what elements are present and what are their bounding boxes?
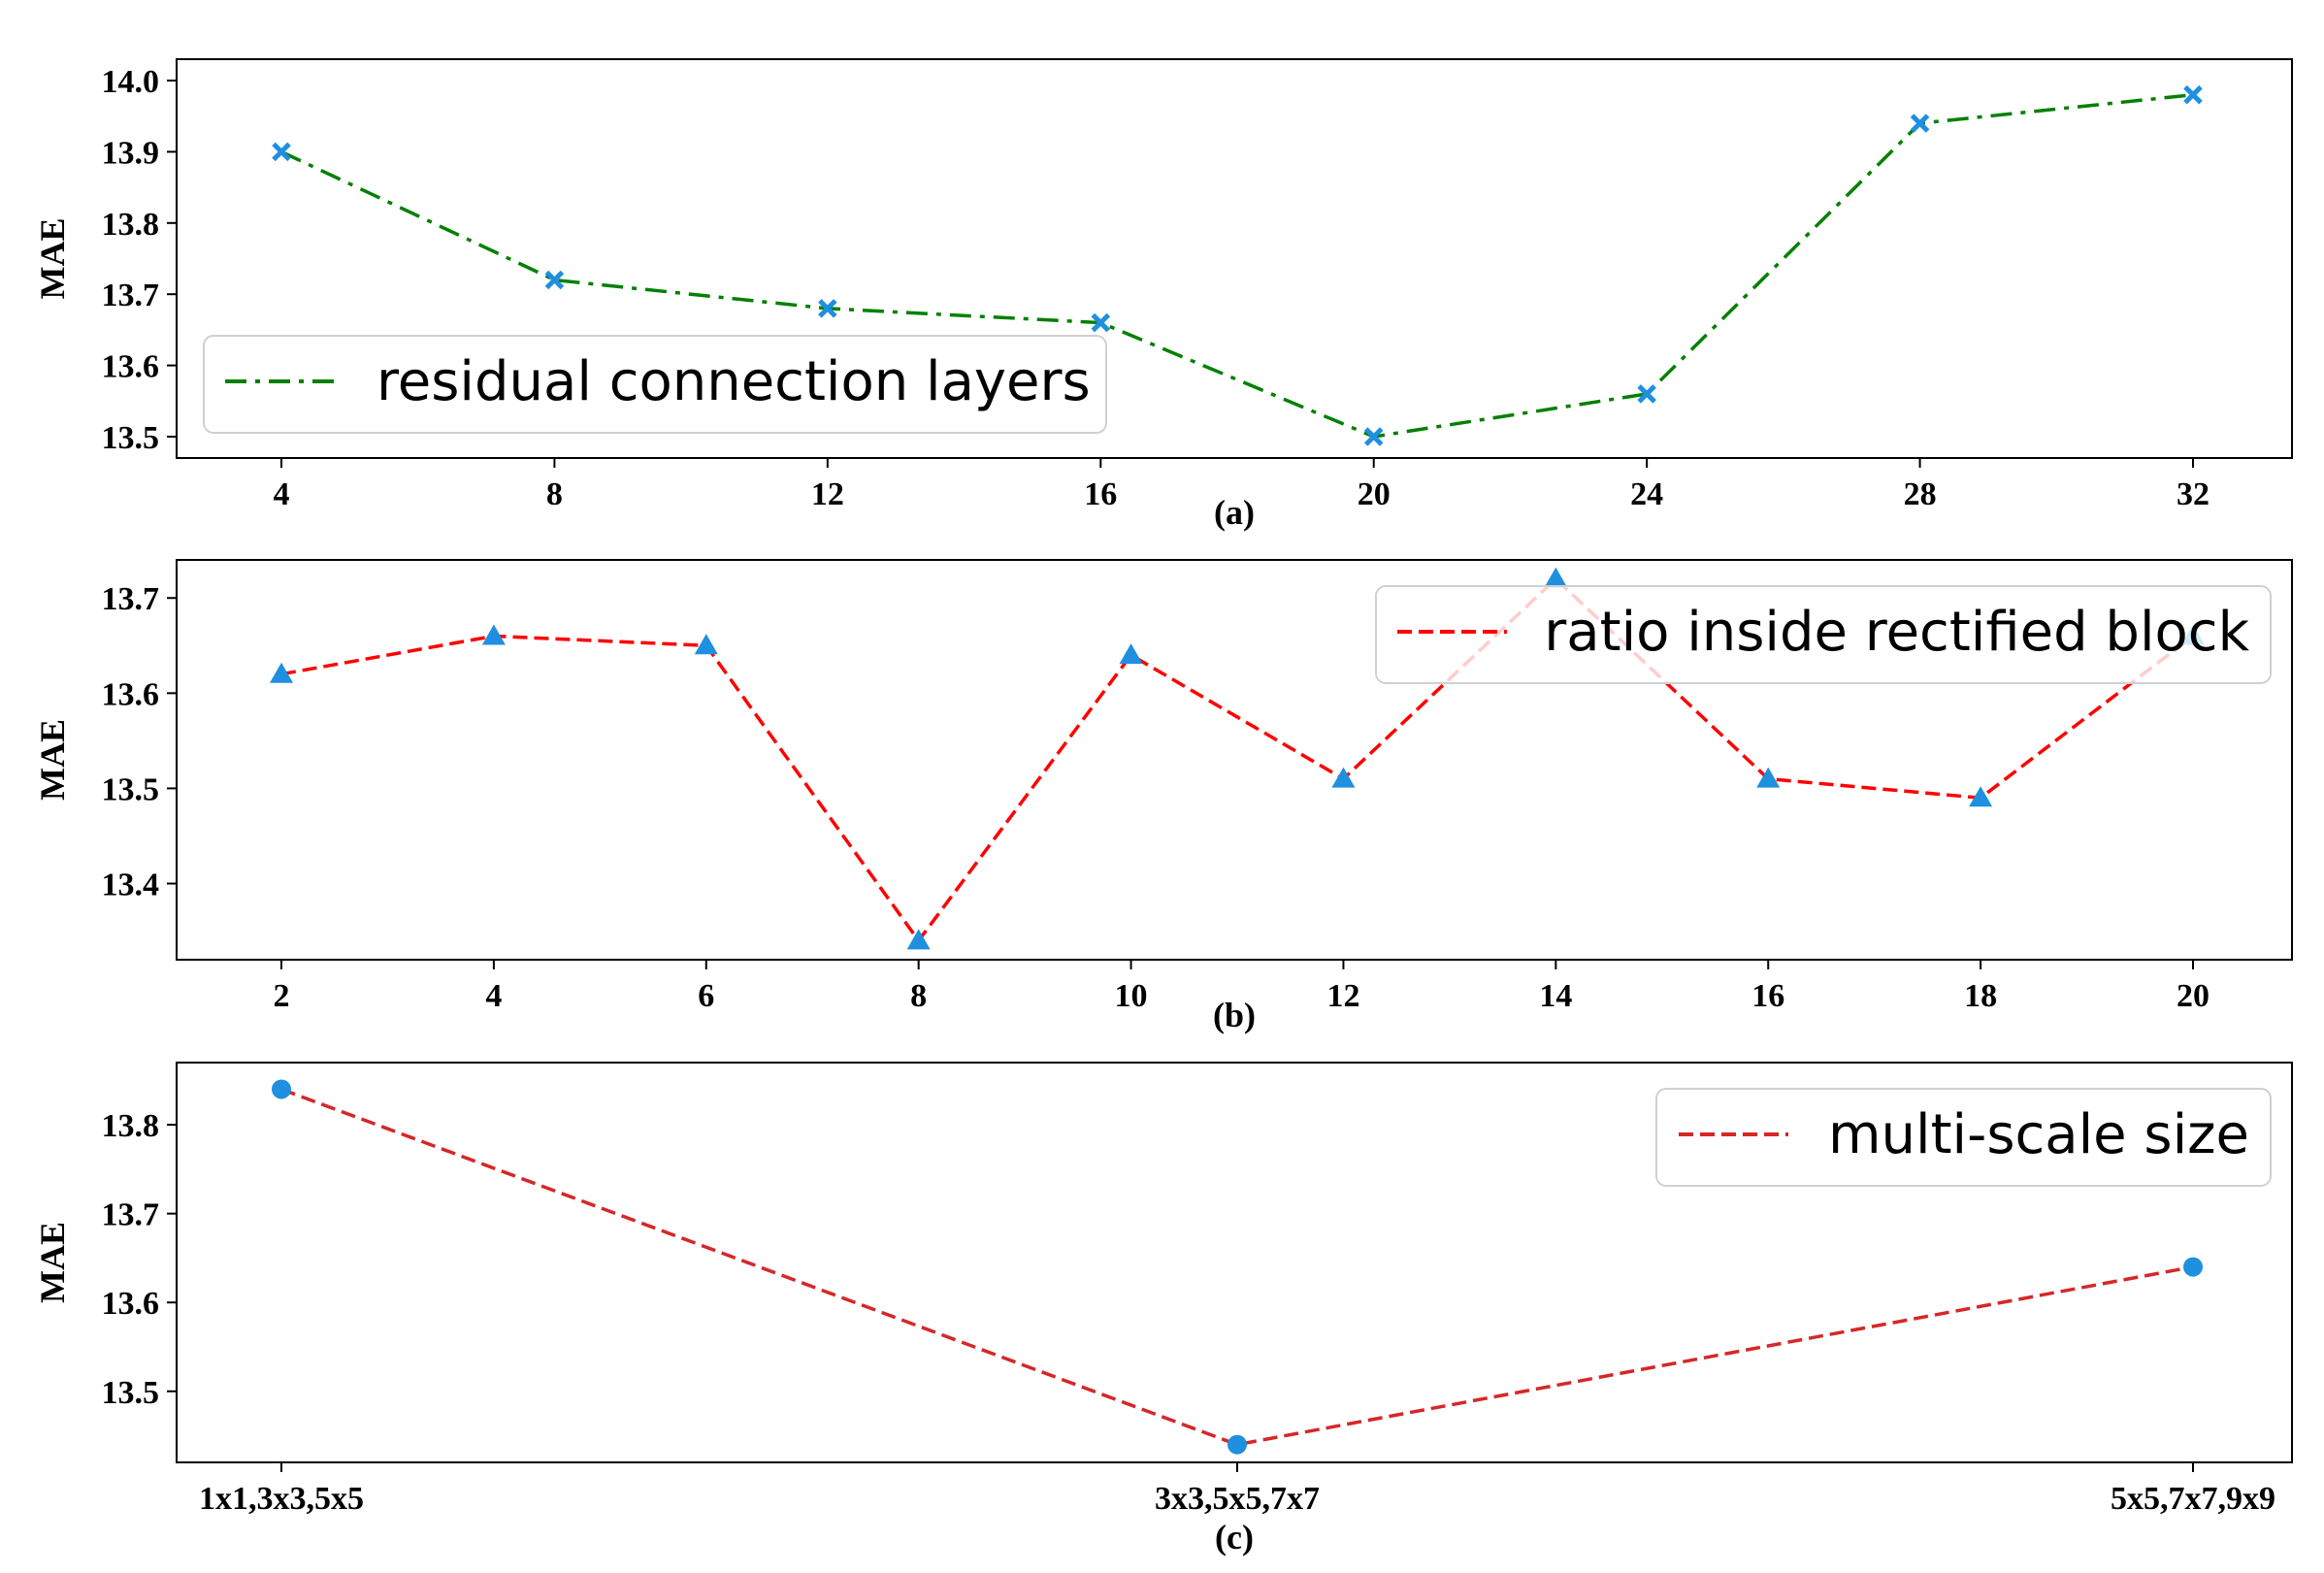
x-axis-a: 4 8 12 16 20 24 28 32 (274, 458, 2209, 512)
data-point-marker (1969, 786, 1993, 807)
y-tick-label: 13.7 (102, 581, 160, 617)
plot-frame-c (176, 1062, 2293, 1463)
plot-frame-a (176, 58, 2293, 459)
data-point-marker (272, 1079, 291, 1099)
x-tick-label: 12 (1326, 978, 1359, 1014)
data-point-marker (1363, 427, 1384, 446)
data-point-marker (2183, 1257, 2203, 1277)
x-tick-label: 2 (274, 978, 290, 1014)
y-tick-label: 13.5 (102, 1375, 160, 1411)
data-point-marker (481, 624, 506, 645)
x-tick-label: 4 (485, 978, 502, 1014)
x-tick-label: 28 (1904, 476, 1937, 512)
y-axis-a: 13.5 13.6 13.7 13.8 13.9 14.0 (102, 64, 177, 456)
y-axis-label-a: MAE (33, 218, 72, 300)
y-tick-label: 13.6 (102, 349, 160, 385)
x-tick-label: 24 (1630, 476, 1663, 512)
legend-label-multiscale: multi-scale size (1828, 1103, 2249, 1166)
data-point-marker (1637, 384, 1656, 404)
x-tick-label: 8 (910, 978, 927, 1014)
x-tick-label: 32 (2177, 476, 2209, 512)
x-tick-label: 14 (1539, 978, 1572, 1014)
y-tick-label: 14.0 (102, 64, 160, 100)
x-tick-label: 5x5,7x7,9x9 (2111, 1481, 2275, 1517)
y-tick-label: 13.7 (102, 1197, 160, 1233)
series-multi-scale-size (272, 1079, 2203, 1455)
y-tick-label: 13.5 (102, 420, 160, 456)
series-line (280, 1087, 2194, 1447)
x-tick-label: 6 (698, 978, 714, 1014)
x-axis-b: 2 4 6 8 10 12 14 16 18 20 (274, 960, 2209, 1014)
legend-b: ratio inside rectified block (1375, 585, 2272, 684)
y-tick-label: 13.9 (102, 135, 160, 171)
data-point-marker (906, 929, 931, 950)
x-tick-label: 12 (811, 476, 844, 512)
data-point-marker (1544, 567, 1568, 588)
y-tick-label: 13.8 (102, 1108, 160, 1144)
y-axis-label-b: MAE (33, 719, 72, 801)
data-point-marker (1756, 767, 1781, 788)
x-tick-label: 20 (2177, 978, 2209, 1014)
legend-label-residual: residual connection layers (376, 350, 1091, 413)
series-ratio-inside-rectified-block (270, 567, 2205, 950)
data-point-marker (818, 299, 837, 318)
y-tick-label: 13.5 (102, 771, 160, 807)
plot-frame-b (176, 559, 2293, 961)
data-point-marker (1227, 1434, 1247, 1455)
data-point-marker (694, 634, 718, 655)
data-point-marker (1119, 643, 1143, 665)
subplot-c: 13.5 13.6 13.7 13.8 1x1,3x3,5x5 3x3,5x5,7x7 5… (33, 1062, 2293, 1557)
data-point-marker (1331, 767, 1356, 788)
x-tick-label: 16 (1751, 978, 1784, 1014)
series-line (280, 576, 2195, 944)
data-point-marker (272, 142, 291, 162)
x-tick-label: 10 (1115, 978, 1148, 1014)
data-point-marker (544, 270, 565, 290)
legend-c: multi-scale size (1655, 1088, 2272, 1187)
x-axis-c: 1x1,3x3,5x5 3x3,5x5,7x7 5x5,7x7,9x9 (199, 1462, 2275, 1517)
subplot-b: 13.4 13.5 13.6 13.7 2 4 6 8 10 12 14 16 18 20 MAE (b… (33, 559, 2293, 1034)
x-tick-label: 1x1,3x3,5x5 (199, 1481, 364, 1517)
data-point-marker (1091, 312, 1111, 333)
legend-a: residual connection layers (203, 335, 1107, 434)
legend-box-a (203, 335, 1107, 434)
x-tick-label: 18 (1964, 978, 1997, 1014)
y-tick-label: 13.6 (102, 1286, 160, 1322)
legend-label-ratio: ratio inside rectified block (1544, 601, 2249, 664)
data-point-marker (1910, 114, 1930, 133)
y-axis-c: 13.5 13.6 13.7 13.8 (102, 1108, 177, 1411)
x-tick-label: 16 (1084, 476, 1117, 512)
subplot-a: 13.513.613.713.813.914.0 4 8 12 16 20 24 28 32 … (33, 58, 2293, 532)
series-residual-connection-layers (272, 84, 2203, 446)
legend-box-c (1655, 1088, 2272, 1187)
y-tick-label: 13.4 (102, 868, 160, 903)
data-point-marker (2183, 84, 2203, 105)
x-tick-label: 4 (274, 476, 290, 512)
subplot-label-a: (a) (1214, 493, 1255, 532)
data-point-marker (270, 662, 293, 683)
subplot-label-b: (b) (1213, 996, 1256, 1034)
y-tick-label: 13.6 (102, 676, 160, 712)
subplot-label-c: (c) (1215, 1518, 1254, 1557)
x-tick-label: 8 (546, 476, 563, 512)
y-tick-label: 13.7 (102, 278, 160, 313)
y-tick-label: 13.8 (102, 207, 160, 243)
x-tick-label: 20 (1358, 476, 1391, 512)
y-axis-label-c: MAE (33, 1222, 72, 1303)
legend-box-b (1375, 585, 2272, 684)
y-axis-b: 13.4 13.5 13.6 13.7 (102, 581, 177, 903)
x-tick-label: 3x3,5x5,7x7 (1155, 1481, 1320, 1517)
